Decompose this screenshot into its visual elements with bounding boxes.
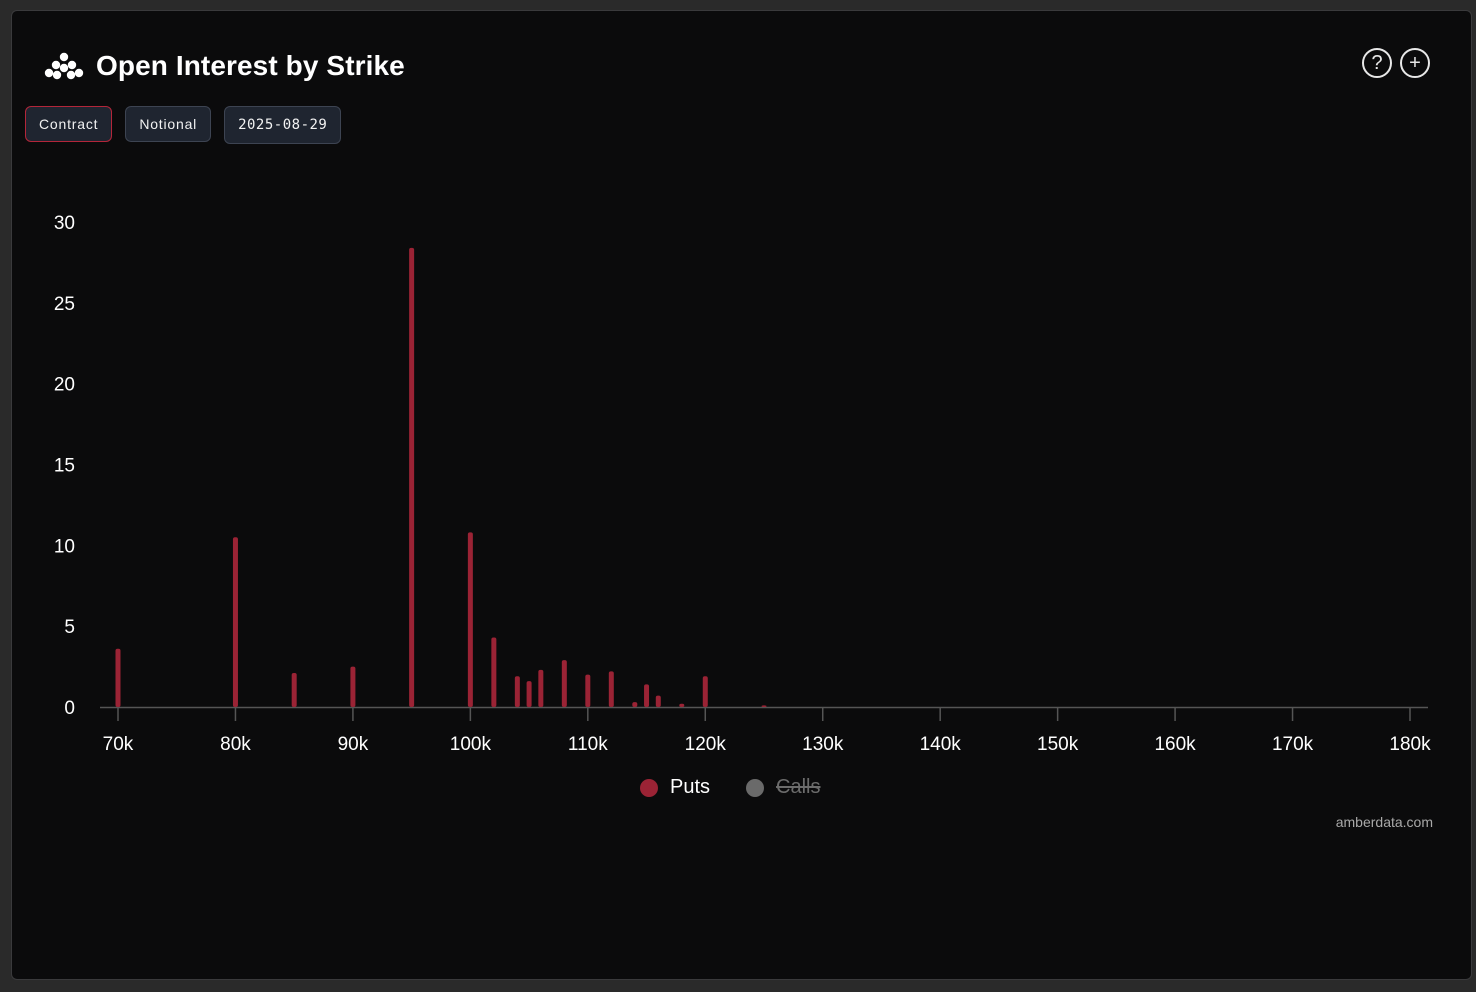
bar-puts[interactable] xyxy=(585,674,591,707)
chart-panel xyxy=(11,10,1472,980)
amberdata-logo-icon xyxy=(44,52,84,80)
x-tick-label: 100k xyxy=(450,734,492,755)
chart-controls: Contract Notional 2025-08-29 xyxy=(25,106,342,144)
add-icon[interactable]: + xyxy=(1400,48,1430,78)
x-tick-label: 70k xyxy=(103,734,134,755)
header-actions: ? + xyxy=(1362,48,1430,78)
y-tick-label: 0 xyxy=(64,698,75,719)
x-tick-label: 120k xyxy=(685,734,727,755)
bar-puts[interactable] xyxy=(232,537,238,707)
chart-legend: Puts Calls xyxy=(640,776,820,799)
x-tick-label: 80k xyxy=(220,734,251,755)
bar-puts[interactable] xyxy=(491,637,497,707)
x-tick-label: 140k xyxy=(920,734,962,755)
x-tick-label: 160k xyxy=(1154,734,1196,755)
puts-legend-marker xyxy=(640,778,658,797)
bar-puts[interactable] xyxy=(761,705,767,707)
bar-puts[interactable] xyxy=(291,673,297,707)
chart-title: Open Interest by Strike xyxy=(96,50,405,81)
bar-puts[interactable] xyxy=(409,247,415,707)
bar-puts[interactable] xyxy=(608,671,614,707)
notional-toggle-button[interactable]: Notional xyxy=(125,106,212,142)
y-tick-label: 30 xyxy=(54,213,75,234)
y-tick-label: 25 xyxy=(54,294,75,315)
bar-puts[interactable] xyxy=(655,695,661,707)
x-tick-label: 90k xyxy=(338,734,369,755)
bar-puts[interactable] xyxy=(538,669,544,707)
y-tick-label: 15 xyxy=(54,456,75,477)
expiry-date-select[interactable]: 2025-08-29 xyxy=(224,106,342,144)
calls-legend-marker xyxy=(746,778,765,797)
legend-item-puts[interactable]: Puts xyxy=(640,776,710,799)
x-tick-label: 170k xyxy=(1272,734,1314,755)
x-tick-label: 180k xyxy=(1389,734,1431,755)
legend-label-calls: Calls xyxy=(776,776,821,798)
x-tick-label: 130k xyxy=(802,734,844,755)
legend-item-calls[interactable]: Calls xyxy=(746,776,820,799)
bar-puts[interactable] xyxy=(644,684,650,707)
source-credit: amberdata.com xyxy=(1335,814,1433,830)
bar-puts[interactable] xyxy=(632,702,638,707)
x-tick-label: 110k xyxy=(568,734,608,755)
y-tick-label: 10 xyxy=(54,536,75,557)
bar-puts[interactable] xyxy=(679,703,685,707)
legend-label-puts: Puts xyxy=(670,776,711,798)
bar-puts[interactable] xyxy=(350,666,356,707)
bar-puts[interactable] xyxy=(115,648,121,707)
bar-puts[interactable] xyxy=(467,532,473,707)
bar-puts[interactable] xyxy=(702,676,708,707)
bar-puts[interactable] xyxy=(514,676,520,707)
contract-toggle-button[interactable]: Contract xyxy=(25,106,113,142)
y-tick-label: 20 xyxy=(54,375,75,396)
bar-puts[interactable] xyxy=(526,681,532,707)
help-icon[interactable]: ? xyxy=(1362,48,1392,78)
bar-puts[interactable] xyxy=(561,660,567,707)
x-tick-label: 150k xyxy=(1037,734,1079,755)
y-tick-label: 5 xyxy=(64,617,75,638)
chart-header: Open Interest by Strike xyxy=(44,50,405,82)
